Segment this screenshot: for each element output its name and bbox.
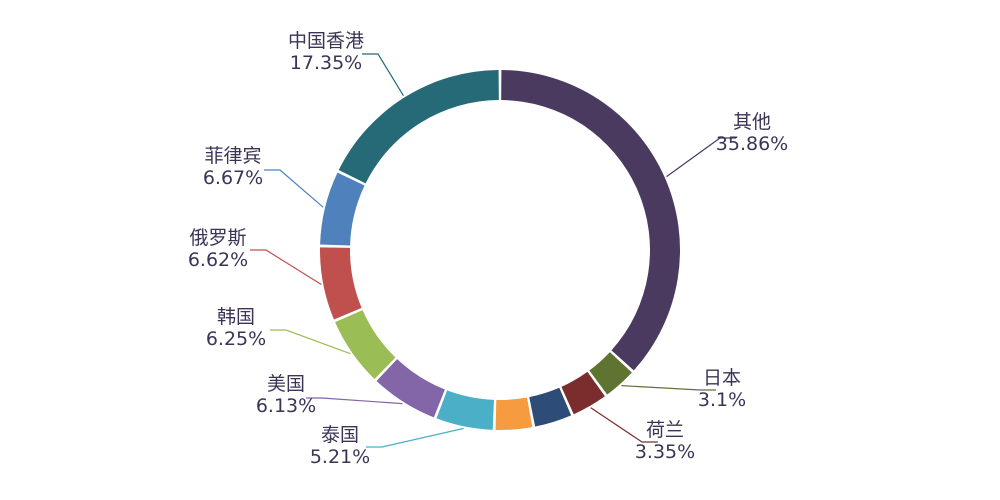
slice-label-2: 荷兰 <box>646 419 684 441</box>
slice-value-10: 17.35% <box>290 52 362 74</box>
slice-label-6: 美国 <box>267 373 305 395</box>
slice-label-9: 菲律宾 <box>204 145 261 167</box>
slice-label-0: 其他 <box>733 111 771 133</box>
slice-2 <box>561 371 605 415</box>
leader-line-8 <box>250 249 322 286</box>
slice-value-6: 6.13% <box>256 395 316 417</box>
slice-5 <box>436 390 494 430</box>
slice-value-9: 6.67% <box>203 167 263 189</box>
slice-label-5: 泰国 <box>321 424 359 446</box>
leader-line-2 <box>590 407 658 443</box>
slice-8 <box>320 247 362 320</box>
slice-7 <box>335 310 396 380</box>
slice-label-8: 俄罗斯 <box>189 227 246 249</box>
slice-4 <box>495 397 533 430</box>
slice-9 <box>320 172 365 246</box>
slice-value-0: 35.86% <box>716 133 788 155</box>
slice-value-5: 5.21% <box>310 446 370 468</box>
leader-line-6 <box>306 397 403 405</box>
leader-lines <box>250 53 736 448</box>
slice-value-8: 6.62% <box>188 249 248 271</box>
slice-value-7: 6.25% <box>206 328 266 350</box>
leader-line-9 <box>264 169 324 208</box>
leader-line-1 <box>621 385 716 391</box>
leader-line-5 <box>366 427 464 448</box>
slice-0 <box>501 70 681 371</box>
slice-label-1: 日本 <box>703 367 741 389</box>
leader-line-0 <box>666 137 736 178</box>
slice-6 <box>376 359 445 418</box>
leader-line-7 <box>270 329 351 355</box>
slice-value-2: 3.35% <box>635 441 695 463</box>
slice-label-7: 韩国 <box>217 306 255 328</box>
donut-slices <box>320 70 681 430</box>
slice-value-1: 3.1% <box>698 389 746 411</box>
slice-10 <box>338 70 499 184</box>
leader-line-10 <box>362 53 404 97</box>
slice-3 <box>529 387 572 427</box>
slice-1 <box>589 352 632 395</box>
slice-label-10: 中国香港 <box>288 30 364 52</box>
